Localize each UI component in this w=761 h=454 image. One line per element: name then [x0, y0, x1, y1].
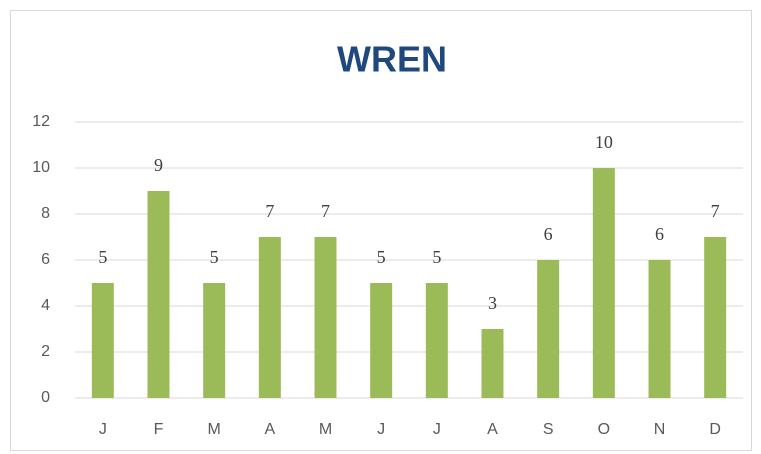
- x-tick-label: F: [154, 421, 164, 438]
- bar: [704, 237, 727, 398]
- x-tick-label: N: [654, 421, 666, 438]
- x-tick-label: O: [598, 421, 610, 438]
- x-tick-label: A: [487, 421, 498, 438]
- x-tick-label: J: [377, 421, 385, 438]
- data-label: 10: [595, 132, 613, 152]
- bar: [648, 260, 671, 398]
- data-label: 7: [321, 201, 330, 221]
- y-tick-label: 4: [41, 297, 50, 314]
- bar: [258, 237, 281, 398]
- data-label: 6: [544, 224, 553, 244]
- chart-title: WREN: [337, 39, 447, 80]
- bar: [91, 283, 114, 398]
- x-tick-label: J: [433, 421, 441, 438]
- x-tick-label: D: [709, 421, 721, 438]
- data-label: 5: [210, 247, 219, 267]
- bar: [592, 168, 615, 398]
- data-label: 6: [655, 224, 664, 244]
- y-tick-label: 12: [32, 113, 50, 130]
- x-tick-label: J: [99, 421, 107, 438]
- x-tick-label: A: [264, 421, 275, 438]
- bar: [370, 283, 393, 398]
- data-label: 5: [377, 247, 386, 267]
- data-label: 5: [432, 247, 441, 267]
- bar: [147, 191, 170, 398]
- x-tick-label: M: [319, 421, 332, 438]
- data-label: 7: [711, 201, 720, 221]
- data-label: 3: [488, 293, 497, 313]
- bar: [537, 260, 560, 398]
- data-label: 5: [98, 247, 107, 267]
- bar: [314, 237, 337, 398]
- y-tick-label: 0: [41, 389, 50, 406]
- bar: [425, 283, 448, 398]
- x-tick-label: M: [208, 421, 221, 438]
- x-tick-label: S: [543, 421, 554, 438]
- y-tick-label: 10: [32, 159, 50, 176]
- data-label: 7: [265, 201, 274, 221]
- bar: [203, 283, 226, 398]
- y-tick-label: 6: [41, 251, 50, 268]
- y-tick-label: 8: [41, 205, 50, 222]
- y-tick-label: 2: [41, 343, 50, 360]
- data-label: 9: [154, 155, 163, 175]
- bar: [481, 329, 504, 398]
